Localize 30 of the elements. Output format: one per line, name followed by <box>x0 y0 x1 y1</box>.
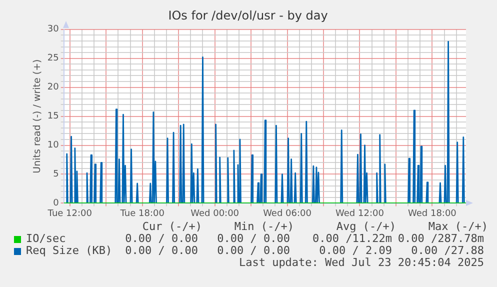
x-tick-label: Tue 18:00 <box>119 208 165 219</box>
text: Last update: Wed Jul 23 20:45:04 2025 <box>238 256 484 269</box>
text: Max (-/+) <box>428 220 488 233</box>
x-tick-label: Wed 00:00 <box>190 208 240 219</box>
text: 0.00 / 0.00 <box>125 244 198 257</box>
y-tick-label: 30 <box>47 24 60 35</box>
legend-label: IO/sec <box>26 232 66 245</box>
text: Min (-/+) <box>234 220 294 233</box>
text: 0.00 /287.78m <box>398 232 484 245</box>
y-tick-label: 10 <box>47 140 60 151</box>
y-tick-label: 0 <box>53 198 60 209</box>
chart-title: IOs for /dev/ol/usr - by day <box>168 8 328 22</box>
y-tick-label: 25 <box>47 54 59 64</box>
y-tick-label: 5 <box>53 170 59 180</box>
text: Avg (-/+) <box>336 220 396 233</box>
y-tick-label: 15 <box>47 112 59 122</box>
legend-label: Req Size (KB) <box>26 244 112 257</box>
x-tick-label: Wed 06:00 <box>263 208 312 219</box>
y-tick-label: 20 <box>47 82 60 93</box>
x-tick-label: Wed 12:00 <box>336 208 384 219</box>
x-tick-label: Tue 12:00 <box>46 208 92 219</box>
text: 0.00 /11.22m <box>312 232 392 245</box>
text: 0.00 / 0.00 <box>125 232 198 245</box>
text: 0.00 / 0.00 <box>217 232 290 245</box>
text: 0.00 / 2.09 <box>319 244 392 257</box>
x-tick-label: Wed 18:00 <box>408 208 457 219</box>
text: 0.00 /27.88 <box>411 244 484 257</box>
text: 0.00 / 0.00 <box>217 244 290 257</box>
text: Cur (-/+) <box>142 220 202 233</box>
y-axis-title: Units read (-) / write (+) <box>32 59 44 174</box>
